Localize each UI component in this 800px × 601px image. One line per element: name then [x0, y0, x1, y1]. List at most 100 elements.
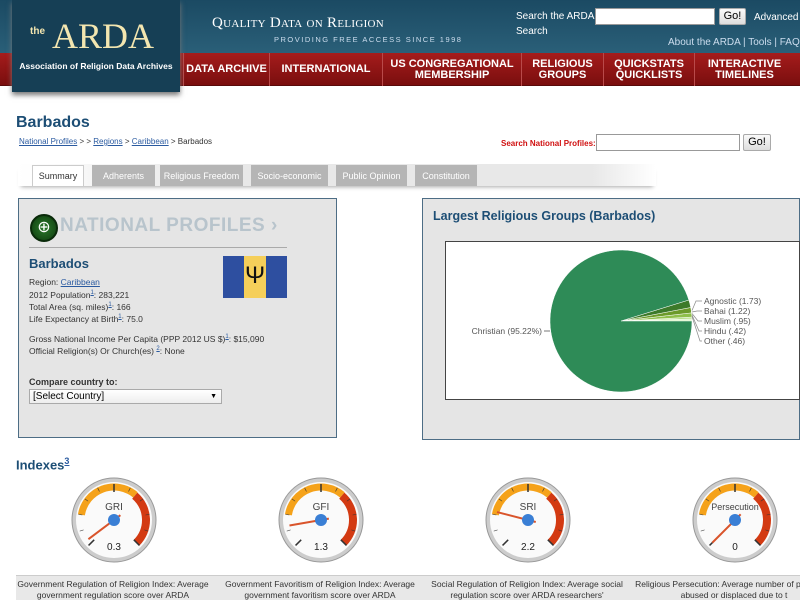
gauge-hub: [315, 514, 327, 526]
footnote-link[interactable]: 1: [108, 302, 112, 309]
national-profiles-go-button[interactable]: Go!: [743, 134, 771, 151]
gauge-hub: [522, 514, 534, 526]
gni-line: Gross National Income Per Capita (PPP 20…: [29, 334, 265, 344]
flag-band: [223, 256, 245, 298]
gauge-tick: [145, 514, 150, 516]
breadcrumb-national-profiles[interactable]: National Profiles: [19, 137, 78, 146]
gauge-label: Persecution: [711, 502, 759, 512]
search-national-profiles-input[interactable]: [596, 134, 740, 151]
gauge-description: Religious Persecution: Average number of…: [635, 579, 800, 600]
gauge-description: Social Regulation of Religion Index: Ave…: [431, 579, 623, 600]
gauge-tick: [553, 498, 558, 502]
footnote-link[interactable]: 2: [156, 346, 160, 353]
gauge-tick: [286, 529, 291, 532]
logo-subtitle: Association of Religion Data Archives: [19, 61, 173, 71]
tagline-sub: PROVIDING FREE ACCESS SINCE 1998: [274, 35, 463, 44]
pie-label-other: Other (.46): [704, 336, 745, 346]
gauge-value: 0.3: [107, 542, 121, 553]
gauge-tick: [139, 498, 144, 502]
gauge-tick: [335, 487, 338, 492]
footnote-link[interactable]: 1: [90, 290, 94, 297]
gauge-label: GRI: [105, 502, 123, 513]
arda-logo[interactable]: the ARDA Association of Religion Data Ar…: [12, 0, 180, 92]
gauge-value: 2.2: [521, 542, 535, 553]
gauge-red-band: [753, 492, 771, 546]
gauge-sri: SRI 2.2: [485, 477, 571, 563]
life-expectancy-line: Life Expectancy at Birth1: 75.0: [29, 314, 143, 324]
search-national-profiles-label: Search National Profiles:: [501, 139, 596, 148]
national-profiles-banner[interactable]: NATIONAL PROFILES ›: [60, 215, 278, 236]
gauge-tick: [492, 514, 497, 516]
leader-line: [691, 300, 702, 311]
logo-the: the: [30, 26, 45, 37]
breadcrumb-caribbean[interactable]: Caribbean: [131, 137, 169, 146]
search-input[interactable]: [595, 8, 715, 25]
gauge-tick: [79, 529, 84, 532]
gauge-red-band: [546, 492, 564, 546]
region-link[interactable]: Caribbean: [60, 277, 100, 287]
flag-band: Ψ: [244, 256, 266, 298]
nav-data-archive[interactable]: DATA ARCHIVE: [183, 53, 269, 86]
gauge-label: SRI: [520, 502, 537, 513]
logo-name: ARDA: [52, 16, 155, 56]
advanced-search-link-2[interactable]: Search: [516, 26, 548, 37]
gauge-gfi: GFI 1.3: [278, 477, 364, 563]
top-links[interactable]: About the ARDA | Tools | FAQs: [668, 37, 800, 48]
gauge-tick: [766, 514, 771, 516]
gauge-tick: [760, 498, 765, 502]
search-label: Search the ARDA: [516, 11, 595, 22]
index-description-bar: [16, 575, 800, 600]
population-line: 2012 Population1: 283,221: [29, 290, 130, 300]
gauge-tick: [718, 487, 721, 492]
gauge-tick: [700, 529, 705, 532]
barbados-flag: Ψ: [223, 256, 287, 298]
search-go-button[interactable]: Go!: [719, 8, 746, 25]
pie-slice-christian[interactable]: [549, 249, 693, 393]
nav-international[interactable]: INTERNATIONAL: [269, 53, 382, 86]
gauge-gri: GRI 0.3: [71, 477, 157, 563]
pie-chart: Christian (95.22%) Agnostic (1.73)Bahai (…: [472, 249, 761, 393]
gauge-tick: [754, 539, 761, 546]
gauge-tick: [346, 498, 351, 502]
compare-country-select[interactable]: [Select Country] ▼: [29, 389, 222, 404]
gauge-tick: [128, 487, 131, 492]
breadcrumb-regions[interactable]: Regions: [93, 137, 123, 146]
leader-line: [691, 316, 702, 342]
nav-timelines[interactable]: INTERACTIVE TIMELINES: [694, 53, 794, 86]
gauge-tick: [765, 529, 770, 532]
gauge-tick: [749, 487, 752, 492]
pie-label-muslim: Muslim (.95): [704, 316, 751, 326]
nav-us-congregational[interactable]: US CONGREGATIONAL MEMBERSHIP: [382, 53, 521, 86]
gauge-tick: [352, 514, 357, 516]
gauge-tick: [304, 487, 307, 492]
gauge-orange-band: [77, 483, 138, 516]
tab-public-opinion[interactable]: Public Opinion: [336, 165, 407, 186]
globe-icon: ⊕: [30, 214, 58, 242]
nav-quickstats[interactable]: QUICKSTATS QUICKLISTS: [603, 53, 694, 86]
gauge-tick: [291, 498, 296, 502]
gauge-persecution: Persecution 0: [692, 477, 778, 563]
gauge-tick: [285, 514, 290, 516]
tab-religious-freedom[interactable]: Religious Freedom: [160, 165, 243, 186]
tab-summary[interactable]: Summary: [32, 165, 84, 186]
indexes-heading: Indexes3: [16, 456, 70, 473]
footnote-link[interactable]: 3: [64, 456, 70, 466]
advanced-search-link[interactable]: Advanced: [754, 12, 799, 23]
tab-socio-economic[interactable]: Socio-economic: [251, 165, 328, 186]
tab-adherents[interactable]: Adherents: [92, 165, 155, 186]
pie-label-bahai: Bahai (1.22): [704, 306, 750, 316]
gauge-tick: [511, 487, 514, 492]
gauge-red-band: [339, 492, 357, 546]
breadcrumb: National Profiles > > Regions > Caribbea…: [19, 137, 213, 146]
footnote-link[interactable]: 1: [118, 314, 122, 321]
flag-band: [265, 256, 287, 298]
gauge-orange-band: [284, 483, 345, 516]
tab-constitution[interactable]: Constitution: [415, 165, 477, 186]
gauge-tick: [559, 514, 564, 516]
footnote-link[interactable]: 1: [225, 334, 229, 341]
official-religion-line: Official Religion(s) Or Church(es) 2: No…: [29, 346, 185, 356]
gauge-tick: [97, 487, 100, 492]
nav-religious-groups[interactable]: RELIGIOUS GROUPS: [521, 53, 603, 86]
leader-line: [691, 310, 702, 313]
gauge-tick: [498, 498, 503, 502]
